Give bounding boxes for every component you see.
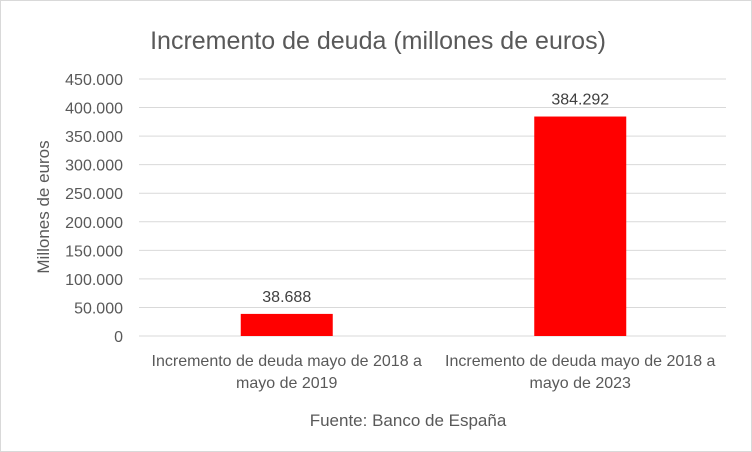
bar: [534, 116, 627, 336]
y-tick-label: 200.000: [65, 215, 123, 232]
y-tick-label: 50.000: [74, 300, 123, 317]
y-tick-label: 250.000: [65, 186, 123, 203]
x-tick-label: Incremento de deuda mayo de 2018 a: [152, 353, 423, 370]
data-label: 384.292: [551, 92, 609, 109]
x-tick-label: mayo de 2019: [236, 375, 338, 392]
x-tick-label: mayo de 2023: [530, 375, 632, 392]
y-tick-label: 150.000: [65, 243, 123, 260]
chart-title: Incremento de deuda (millones de euros): [150, 27, 606, 55]
y-tick-label: 350.000: [65, 129, 123, 146]
y-tick-label: 300.000: [65, 158, 123, 175]
data-label: 38.688: [262, 289, 311, 306]
y-tick-label: 450.000: [65, 72, 123, 89]
bar: [240, 313, 333, 336]
y-tick-label: 400.000: [65, 101, 123, 118]
y-axis-label: Millones de euros: [34, 140, 53, 273]
x-tick-label: Incremento de deuda mayo de 2018 a: [445, 353, 716, 370]
source-note: Fuente: Banco de España: [310, 411, 507, 430]
y-tick-label: 100.000: [65, 272, 123, 289]
y-tick-label: 0: [114, 329, 123, 346]
